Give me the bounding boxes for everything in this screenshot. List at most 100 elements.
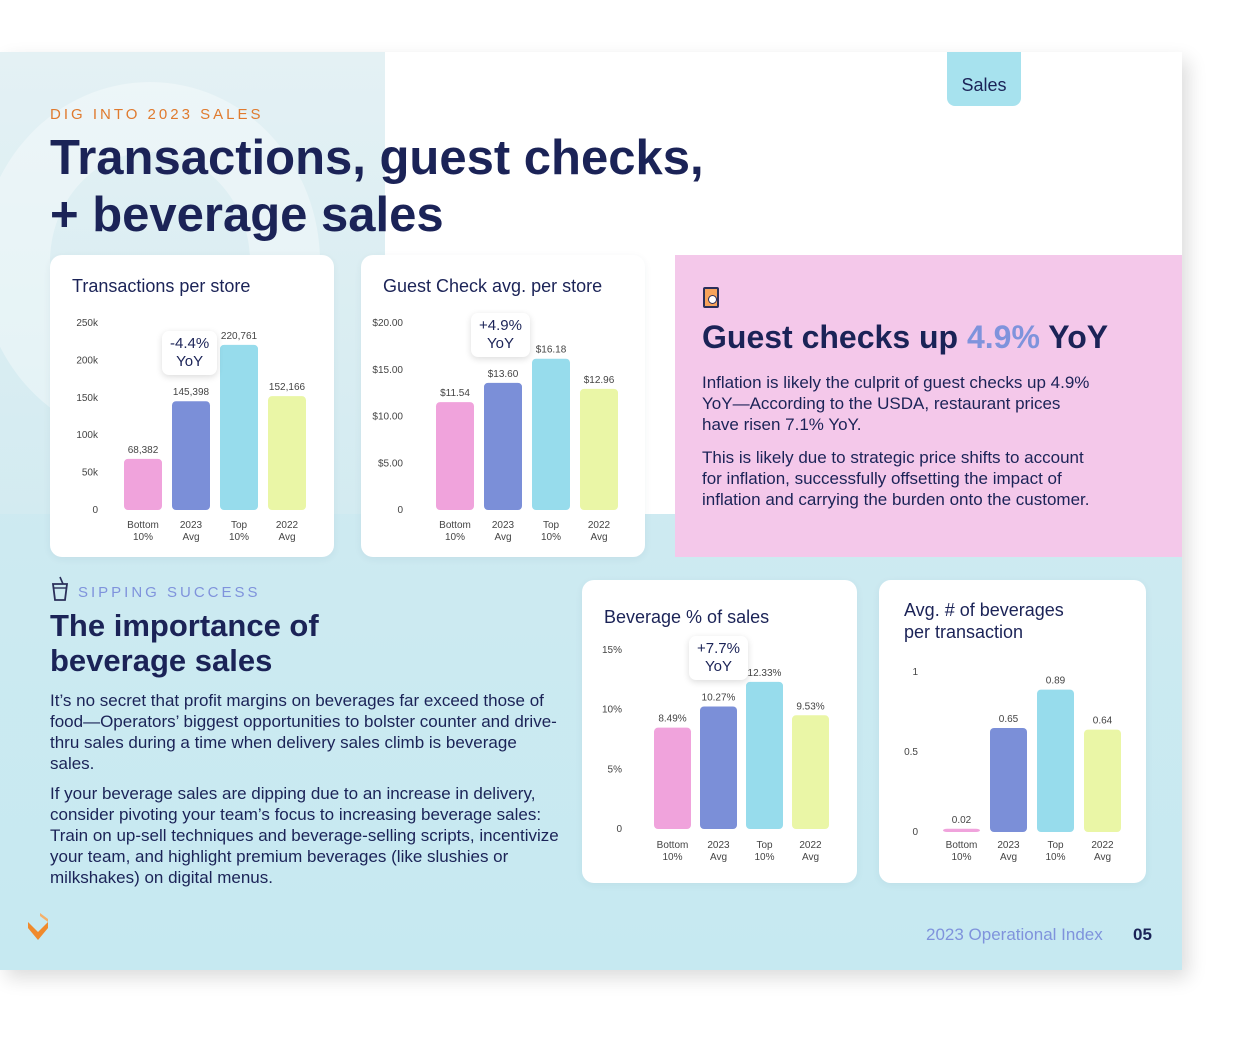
beverage-paragraph-2: If your beverage sales are dipping due t… (50, 784, 559, 887)
y-tick-label: 15% (602, 645, 622, 656)
x-tick-label: Top (231, 520, 248, 531)
data-label: 0.65 (999, 714, 1019, 725)
x-tick-label: Avg (1000, 852, 1017, 863)
beverage-paragraph-1: It’s no secret that profit margins on be… (50, 691, 557, 773)
yoy-badge: -4.4% YoY (162, 331, 218, 375)
guest-checks-panel: Guest checks up 4.9% YoY Inflation is li… (675, 255, 1182, 557)
chart-title: Beverage % of sales (604, 607, 770, 627)
y-tick-label: 0 (92, 505, 98, 516)
x-tick-label: Bottom (127, 520, 159, 531)
data-label: 68,382 (128, 445, 159, 456)
bar (580, 388, 618, 510)
heading-accent: 4.9% (966, 319, 1040, 355)
cup-icon (51, 576, 69, 601)
y-tick-label: 100k (76, 430, 99, 441)
y-tick-label: 1 (912, 667, 918, 678)
bar (436, 402, 474, 510)
bar (1037, 689, 1074, 832)
guest-check-chart-card: Guest Check avg. per store 0 $5.00 $10.00 $… (361, 255, 645, 557)
page-title: Transactions, guest checks, + beverage s… (50, 131, 704, 242)
data-label: 9.53% (796, 701, 824, 712)
yoy-value: +7.7% (697, 640, 740, 657)
x-tick-label: 10% (229, 532, 249, 543)
x-tick-label: 10% (445, 532, 465, 543)
data-label: 0.02 (952, 815, 972, 826)
footer-title: 2023 Operational Index (926, 925, 1103, 944)
data-label: 145,398 (173, 387, 210, 398)
bar (1084, 729, 1121, 832)
beverage-title: The importance of beverage sales (50, 608, 319, 678)
x-tick-label: Avg (710, 852, 727, 863)
y-tick-label: 0.5 (904, 747, 918, 758)
receipt-icon (703, 287, 719, 308)
y-tick-label: $20.00 (372, 318, 403, 329)
y-tick-label: 10% (602, 705, 622, 716)
yoy-badge: +4.9% YoY (471, 313, 530, 357)
report-page: Sales DIG INTO 2023 SALES Transactions, … (0, 52, 1182, 970)
x-tick-label: Bottom (946, 840, 978, 851)
yoy-label: YoY (704, 658, 732, 675)
yoy-label: YoY (486, 335, 514, 352)
beverage-eyebrow: SIPPING SUCCESS (78, 584, 261, 601)
data-label: 12.33% (748, 668, 782, 679)
x-tick-label: Bottom (439, 520, 471, 531)
beverage-percent-chart-card: Beverage % of sales 0 5% 10% 15% 8.49% Bottom… (582, 580, 857, 883)
x-tick-label: 2022 (276, 520, 299, 531)
data-label: $13.60 (488, 369, 519, 380)
x-tick-label: 2023 (997, 840, 1020, 851)
bar (220, 344, 258, 510)
x-tick-label: Avg (494, 532, 511, 543)
x-tick-label: 10% (662, 852, 682, 863)
y-tick-label: 0 (912, 827, 918, 838)
bar (654, 727, 691, 829)
x-tick-label: 2022 (588, 520, 611, 531)
data-label: 220,761 (221, 331, 258, 342)
section-eyebrow: DIG INTO 2023 SALES (50, 106, 264, 123)
x-tick-label: Avg (1094, 852, 1111, 863)
x-tick-label: 2023 (180, 520, 203, 531)
y-tick-label: 200k (76, 355, 99, 366)
x-tick-label: 10% (754, 852, 774, 863)
chart-title: Avg. # of beverages per transaction (904, 600, 1064, 642)
heading-text: Guest checks up (702, 319, 967, 355)
chart-title: Transactions per store (72, 276, 251, 296)
bar (792, 715, 829, 829)
beverages-per-transaction-chart: 00.510.02Bottom10%0.652023Avg0.89Top10%0… (904, 667, 1121, 863)
bar (532, 358, 570, 510)
y-tick-label: 5% (608, 764, 623, 775)
x-tick-label: Avg (590, 532, 607, 543)
x-tick-label: Top (756, 840, 773, 851)
x-tick-label: Top (1047, 840, 1064, 851)
beverage-percent-chart: 05%10%15%8.49%Bottom10%10.27%2023Avg12.3… (602, 645, 829, 863)
beverages-per-transaction-chart-card: Avg. # of beverages per transaction 0 0.5… (879, 580, 1146, 883)
data-label: $12.96 (584, 375, 615, 386)
data-label: $16.18 (536, 345, 567, 356)
data-label: 152,166 (269, 382, 306, 393)
x-tick-label: 10% (951, 852, 971, 863)
y-tick-label: 150k (76, 393, 99, 404)
heading-suffix: YoY (1039, 319, 1109, 355)
x-tick-label: Avg (278, 532, 295, 543)
y-tick-label: 0 (397, 505, 403, 516)
page-number: 05 (1133, 925, 1152, 944)
x-tick-label: 10% (1045, 852, 1065, 863)
y-tick-label: $10.00 (372, 412, 403, 423)
y-tick-label: 50k (82, 468, 99, 479)
x-tick-label: 2022 (1091, 840, 1114, 851)
guest-checks-paragraph-1: Inflation is likely the culprit of guest… (702, 373, 1090, 434)
data-label: 0.64 (1093, 716, 1113, 727)
data-label: 10.27% (702, 692, 736, 703)
y-tick-label: $5.00 (378, 458, 403, 469)
transactions-chart-card: Transactions per store 0 50k 100k 150k 200k 2… (50, 255, 334, 557)
x-tick-label: Bottom (657, 840, 689, 851)
x-tick-label: Avg (182, 532, 199, 543)
guest-check-chart: 0$5.00$10.00$15.00$20.00$11.54Bottom10%$… (372, 318, 618, 543)
data-label: $11.54 (440, 388, 470, 399)
bar (484, 382, 522, 510)
x-tick-label: 2023 (492, 520, 515, 531)
data-label: 8.49% (658, 714, 686, 725)
data-label: 0.89 (1046, 676, 1066, 687)
sales-tab[interactable]: Sales (947, 52, 1021, 106)
x-tick-label: 10% (133, 532, 153, 543)
x-tick-label: 2022 (799, 840, 822, 851)
